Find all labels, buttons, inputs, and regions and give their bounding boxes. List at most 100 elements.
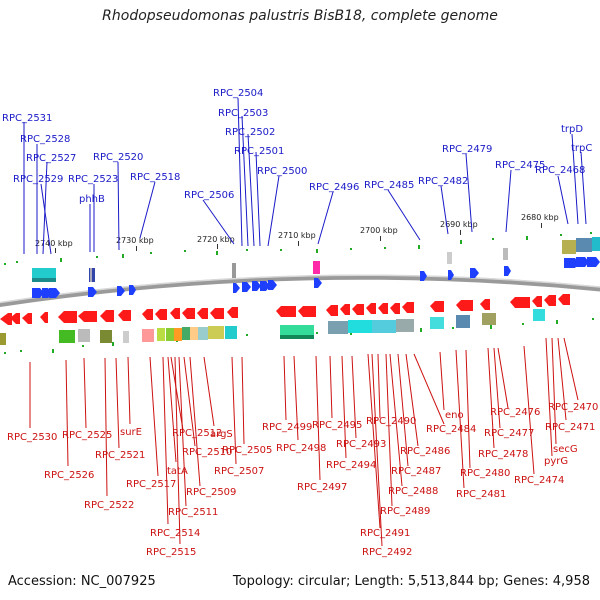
gene-label: secG (553, 444, 578, 455)
scale-label: 2690 kbp (440, 220, 478, 229)
gene-label: RPC_2512 (172, 428, 222, 439)
reverse-genes (0, 294, 570, 325)
gene-label: RPC_2471 (545, 422, 595, 433)
gene-label: RPC_2529 (13, 174, 63, 185)
top-gene-labels: RPC_2531 RPC_2528 RPC_2527 RPC_2529 phhB… (2, 88, 592, 205)
gene-label: RPC_2500 (257, 166, 307, 177)
gene-label: phhB (79, 194, 105, 205)
topology-text: Topology: circular; Length: 5,513,844 bp… (232, 574, 590, 589)
gene-arrow (558, 294, 570, 305)
gene-arrow (504, 266, 511, 276)
gene-label: RPC_2477 (484, 428, 534, 439)
bottom-gene-labels: RPC_2530 RPC_2525 surE RPC_2526 RPC_2521… (7, 402, 598, 558)
gene-label: RPC_2497 (297, 482, 347, 493)
scale-label: 2710 kbp (278, 231, 316, 240)
gene-arrow (430, 301, 444, 312)
gene-label: RPC_2475 (495, 160, 545, 171)
gene-arrow (390, 303, 400, 314)
gene-label: RPC_2503 (218, 108, 268, 119)
gene-label: RPC_2492 (362, 547, 412, 558)
figure-title: Rhodopseudomonas palustris BisB18, compl… (102, 8, 498, 24)
scale-label: 2720 kbp (197, 235, 235, 244)
gene-label: RPC_2482 (418, 176, 468, 187)
gene-label: RPC_2520 (93, 152, 143, 163)
gene-arrow (0, 313, 12, 325)
gene-label: surE (120, 427, 142, 438)
gene-label: RPC_2502 (225, 127, 275, 138)
gene-label: RPC_2485 (364, 180, 414, 191)
gene-arrow (233, 283, 240, 293)
gene-arrow (366, 303, 376, 314)
gene-label: RPC_2505 (222, 445, 272, 456)
bottom-leader-lines (29, 337, 579, 547)
gene-label: trpD (561, 124, 583, 135)
gene-label: RPC_2478 (478, 449, 528, 460)
gene-label: RPC_2476 (490, 407, 540, 418)
gene-arrow (314, 278, 322, 288)
gene-label: RPC_2494 (326, 460, 376, 471)
accession-text: Accession: NC_007925 (8, 574, 156, 589)
gene-arrow (32, 288, 44, 298)
gene-label: RPC_2489 (380, 506, 430, 517)
forward-feature-blocks (32, 237, 600, 282)
gene-arrow (78, 311, 97, 322)
gene-label: RPC_2474 (514, 475, 564, 486)
gene-arrow (129, 285, 136, 295)
gene-arrow (58, 311, 77, 323)
gene-arrow (587, 257, 600, 267)
gene-arrow (510, 297, 530, 308)
gene-label: RPC_2480 (460, 468, 510, 479)
gene-arrow (378, 303, 388, 314)
gene-label: RPC_2490 (366, 416, 416, 427)
gene-arrow (532, 296, 542, 307)
reverse-feature-blocks (0, 309, 545, 345)
gene-label: RPC_2526 (44, 470, 94, 481)
gene-arrow (470, 268, 479, 278)
gene-label: RPC_2507 (214, 466, 264, 477)
gene-label: pyrG (544, 456, 568, 467)
gene-label: RPC_2488 (388, 486, 438, 497)
scale-label: 2680 kbp (521, 213, 559, 222)
gene-label: RPC_2481 (456, 489, 506, 500)
gene-label: RPC_2499 (262, 422, 312, 433)
gene-arrow (352, 304, 364, 315)
gene-arrow (420, 271, 427, 281)
gene-label: trpC (571, 143, 592, 154)
gene-label: RPC_2501 (234, 146, 284, 157)
gene-label: RPC_2495 (312, 420, 362, 431)
gene-arrow (326, 305, 338, 316)
gene-arrow (118, 310, 131, 321)
gene-arrow (242, 282, 251, 292)
gene-arrow (22, 313, 32, 324)
gene-arrow (564, 258, 579, 268)
backbone-arc (0, 274, 600, 308)
gene-arrow (142, 309, 153, 320)
gene-arrow (268, 280, 277, 290)
gene-arrow (88, 287, 97, 297)
tick-row-outer (4, 232, 592, 265)
gene-arrow (182, 308, 195, 319)
gene-label: RPC_2528 (20, 134, 70, 145)
gene-label: RPC_2523 (68, 174, 118, 185)
gene-arrow (298, 306, 316, 317)
gene-arrow (170, 308, 180, 319)
gene-label: RPC_2510 (182, 447, 232, 458)
gene-arrow (276, 306, 296, 317)
gene-label: RPC_2506 (184, 190, 234, 201)
gene-label: RPC_2518 (130, 172, 180, 183)
gene-label: RPC_2525 (62, 430, 112, 441)
gene-label: RPC_2504 (213, 88, 263, 99)
gene-arrow (456, 300, 473, 311)
gene-label: RPC_2487 (391, 466, 441, 477)
gene-label: RPC_2515 (146, 547, 196, 558)
gene-label: RPC_2509 (186, 487, 236, 498)
gene-arrow (49, 288, 60, 298)
gene-label: RPC_2531 (2, 113, 52, 124)
gene-arrow (227, 307, 238, 318)
gene-label: RPC_2521 (95, 450, 145, 461)
gene-arrow (260, 281, 270, 291)
gene-arrow (252, 281, 261, 291)
gene-label: RPC_2522 (84, 500, 134, 511)
gene-arrow (480, 299, 490, 310)
scale-label: 2730 kbp (116, 236, 154, 245)
